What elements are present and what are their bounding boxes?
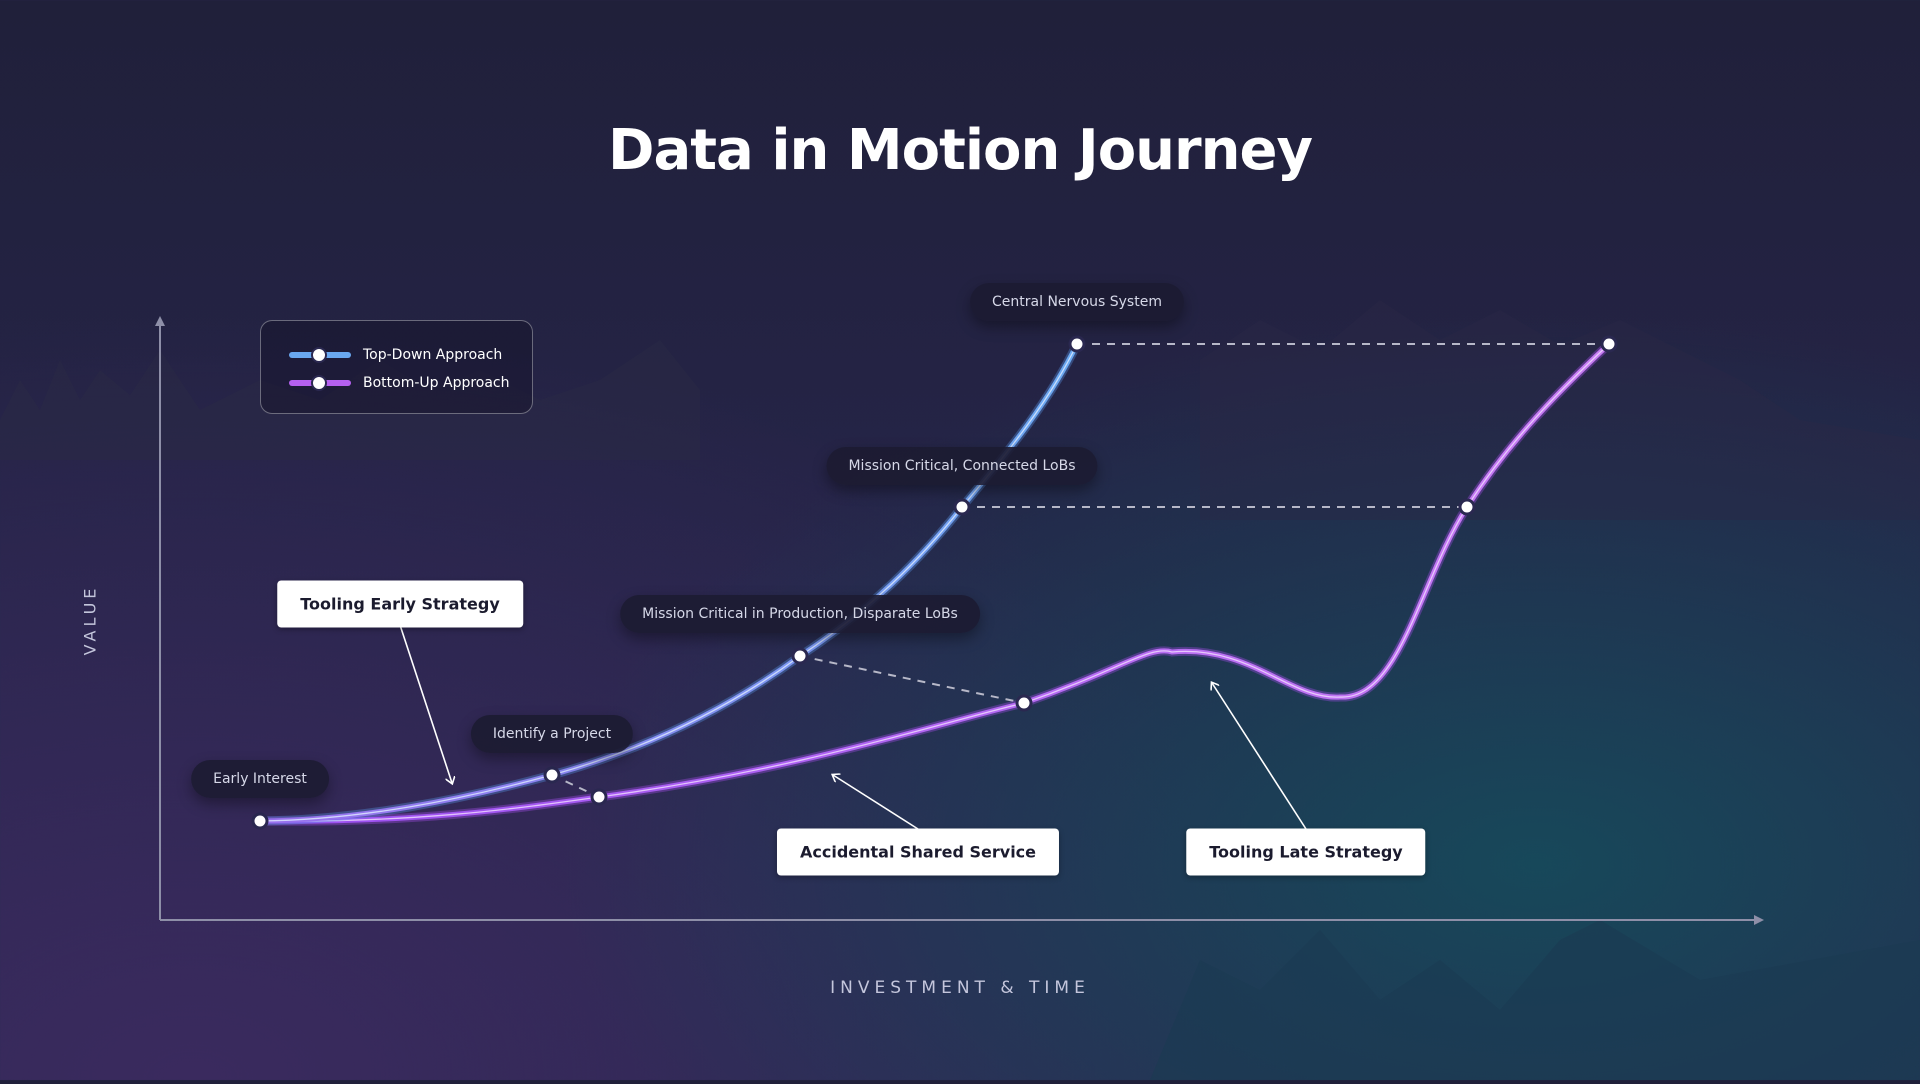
marker-bottom-up-connected-lobs — [1458, 498, 1476, 516]
legend-swatch-bottom-up — [289, 373, 351, 393]
callout-tooling-early-strategy: Tooling Early Strategy — [277, 580, 523, 628]
background-mountain-left — [0, 340, 700, 460]
arrow-accidental-shared-service — [833, 775, 919, 830]
marker-top-down-connected-lobs — [953, 498, 971, 516]
y-axis-label-text: VALUE — [80, 584, 100, 656]
x-axis-label: INVESTMENT & TIME — [830, 978, 1090, 998]
background-mountain-right — [1200, 300, 1920, 520]
marker-top-down-disparate-lobs — [791, 647, 809, 665]
stage-label-connected-lobs: Mission Critical, Connected LoBs — [826, 447, 1098, 485]
background-hill-bottom-right — [1150, 920, 1920, 1080]
connector-disparate-lobs — [799, 655, 1025, 704]
legend-item-top-down: Top-Down Approach — [289, 345, 502, 365]
callout-tooling-late-strategy: Tooling Late Strategy — [1186, 828, 1426, 876]
marker-bottom-up-identify-project — [590, 788, 608, 806]
arrow-tooling-early-strategy — [399, 624, 452, 783]
marker-top-down-central-nervous-system — [1068, 335, 1086, 353]
legend-dot-bottom-up — [311, 375, 327, 391]
legend-label-bottom-up: Bottom-Up Approach — [363, 375, 510, 391]
page-title: Data in Motion Journey — [607, 118, 1313, 183]
marker-bottom-up-central-nervous-system — [1600, 335, 1618, 353]
legend-swatch-top-down — [289, 345, 351, 365]
callout-accidental-shared-service: Accidental Shared Service — [776, 828, 1060, 876]
bottom-up-highlight — [259, 343, 1610, 822]
stage-label-disparate-lobs: Mission Critical in Production, Disparat… — [620, 595, 980, 633]
marker-early-interest — [251, 812, 269, 830]
legend-dot-top-down — [311, 347, 327, 363]
arrow-tooling-late-strategy — [1212, 683, 1307, 830]
legend-item-bottom-up: Bottom-Up Approach — [289, 373, 510, 393]
marker-bottom-up-disparate-lobs — [1015, 694, 1033, 712]
stage-label-central-nervous-system: Central Nervous System — [970, 283, 1184, 321]
stage-label-early-interest: Early Interest — [191, 760, 329, 798]
milestone-markers — [251, 335, 1618, 830]
marker-top-down-identify-project — [543, 766, 561, 784]
stage-label-identify-project: Identify a Project — [470, 715, 634, 753]
legend: Top-Down Approach Bottom-Up Approach — [260, 320, 533, 414]
legend-label-top-down: Top-Down Approach — [363, 347, 503, 363]
